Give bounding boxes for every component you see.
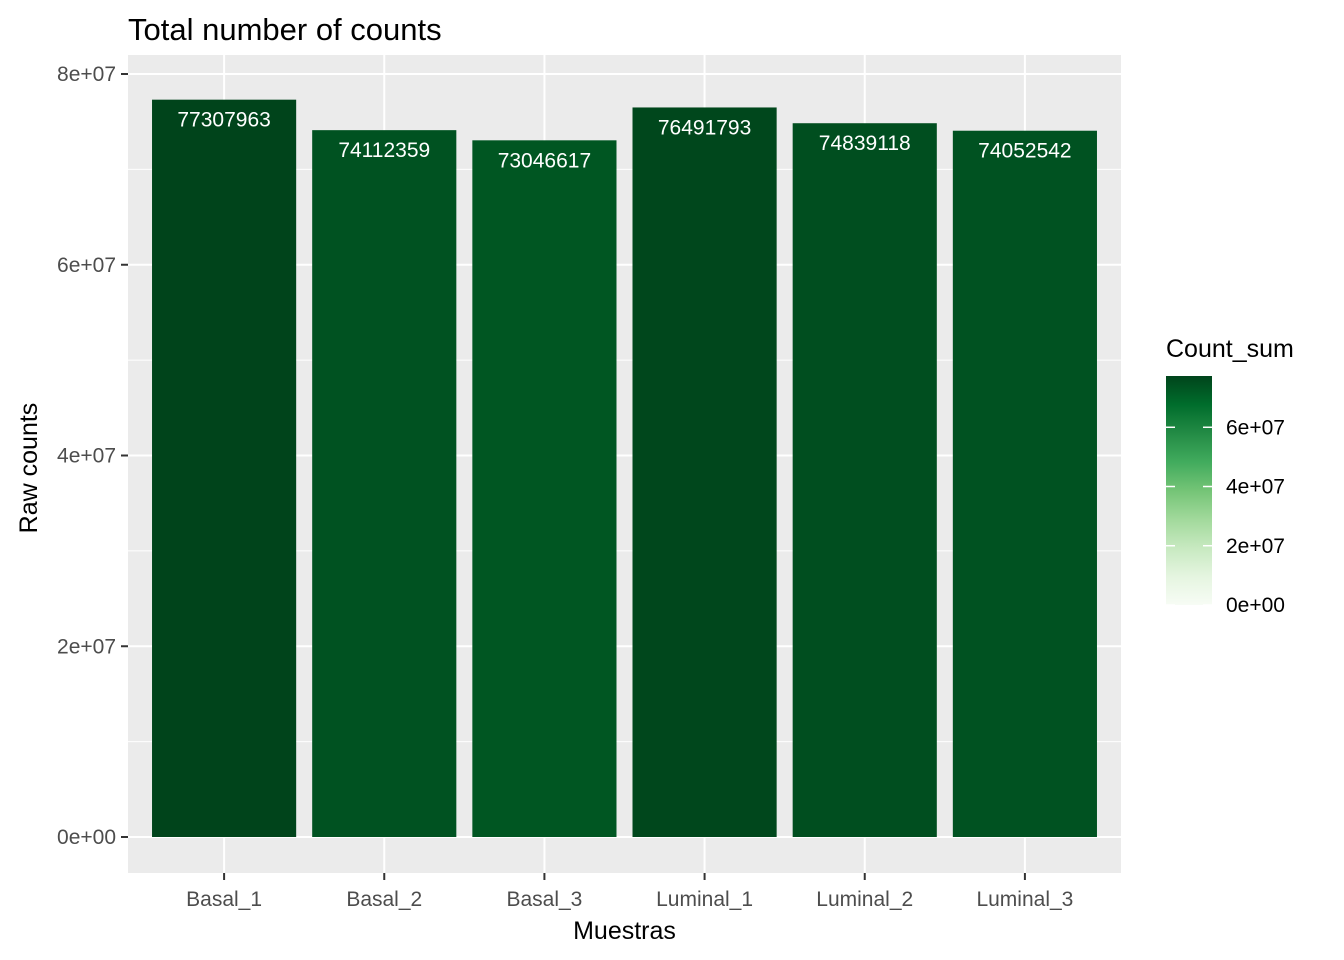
x-axis: Basal_1 Basal_2 Basal_3 Luminal_1 Luminal_2 L… xyxy=(186,873,1073,911)
legend: Count_sum 0e+00 2e+07 4e+07 6e+07 xyxy=(1166,335,1294,617)
legend-tick-label: 0e+00 xyxy=(1226,594,1285,617)
bar-luminal-1 xyxy=(632,107,777,837)
x-tick-label: Basal_1 xyxy=(186,888,262,911)
y-tick-label: 0e+00 xyxy=(57,826,116,849)
x-axis-title: Muestras xyxy=(573,917,676,945)
legend-title: Count_sum xyxy=(1166,335,1294,363)
y-tick-label: 2e+07 xyxy=(57,635,116,658)
legend-colorbar xyxy=(1166,376,1212,605)
y-tick-label: 6e+07 xyxy=(57,254,116,277)
y-tick-label: 4e+07 xyxy=(57,445,116,468)
x-tick-label: Luminal_1 xyxy=(656,888,753,911)
bar-luminal-3 xyxy=(952,130,1097,837)
legend-tick-label: 6e+07 xyxy=(1226,416,1285,439)
x-tick-label: Basal_2 xyxy=(346,888,422,911)
x-tick-label: Luminal_3 xyxy=(976,888,1073,911)
bar-labels: 77307963 74112359 73046617 76491793 74839118… xyxy=(177,109,1071,173)
bar-value-label: 73046617 xyxy=(498,149,591,172)
bar-basal-1 xyxy=(152,99,297,838)
bar-basal-2 xyxy=(312,130,457,837)
bar-value-label: 74112359 xyxy=(338,139,430,162)
x-tick-label: Luminal_2 xyxy=(816,888,913,911)
y-axis-title: Raw counts xyxy=(15,403,43,534)
legend-ticks: 0e+00 2e+07 4e+07 6e+07 xyxy=(1166,416,1285,617)
bar-value-label: 74839118 xyxy=(819,132,911,155)
x-tick-label: Basal_3 xyxy=(506,888,582,911)
bar-basal-3 xyxy=(472,140,617,838)
chart-title: Total number of counts xyxy=(128,12,442,47)
legend-tick-label: 2e+07 xyxy=(1226,535,1285,558)
bar-luminal-2 xyxy=(792,123,937,837)
bars xyxy=(152,99,1097,838)
y-axis: 0e+00 2e+07 4e+07 6e+07 8e+07 xyxy=(57,63,128,849)
bar-value-label: 74052542 xyxy=(978,140,1071,163)
bar-value-label: 77307963 xyxy=(177,109,270,132)
bar-value-label: 76491793 xyxy=(658,116,751,139)
y-tick-label: 8e+07 xyxy=(57,63,116,86)
legend-tick-label: 4e+07 xyxy=(1226,476,1285,499)
